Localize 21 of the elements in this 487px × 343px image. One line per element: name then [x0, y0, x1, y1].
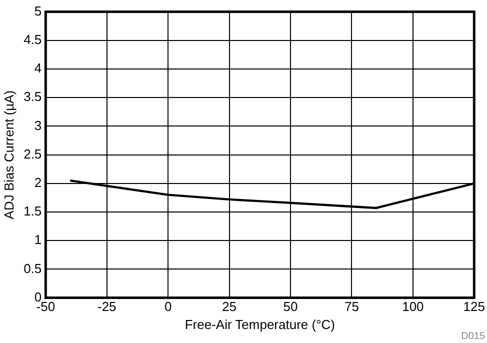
y-axis-title: ADJ Bias Current (µA) — [1, 90, 16, 220]
x-tick-label: 0 — [164, 299, 172, 314]
x-tick-label: 50 — [283, 299, 298, 314]
y-tick-label: 4 — [34, 60, 42, 76]
y-tick-label: 4.5 — [24, 32, 42, 47]
y-tick-label: 3 — [34, 118, 42, 133]
x-tick-label: 75 — [344, 299, 359, 314]
y-tick-label: 2 — [34, 174, 42, 190]
x-tick-label: 125 — [463, 299, 486, 314]
x-tick-label: 25 — [222, 299, 237, 314]
x-tick-label: 100 — [402, 299, 424, 314]
y-tick-label: 0 — [34, 289, 42, 304]
y-tick-label: 3.5 — [24, 89, 42, 104]
y-tick-label: 0.5 — [24, 260, 42, 276]
y-tick-label: 5 — [34, 3, 42, 18]
y-tick-label: 1.5 — [24, 204, 42, 219]
y-tick-label: 1 — [34, 232, 42, 248]
x-axis-title: Free-Air Temperature (°C) — [184, 316, 335, 332]
y-tick-label: 2.5 — [24, 146, 42, 162]
x-tick-label: -25 — [97, 299, 116, 314]
text: D015 — [461, 330, 486, 342]
